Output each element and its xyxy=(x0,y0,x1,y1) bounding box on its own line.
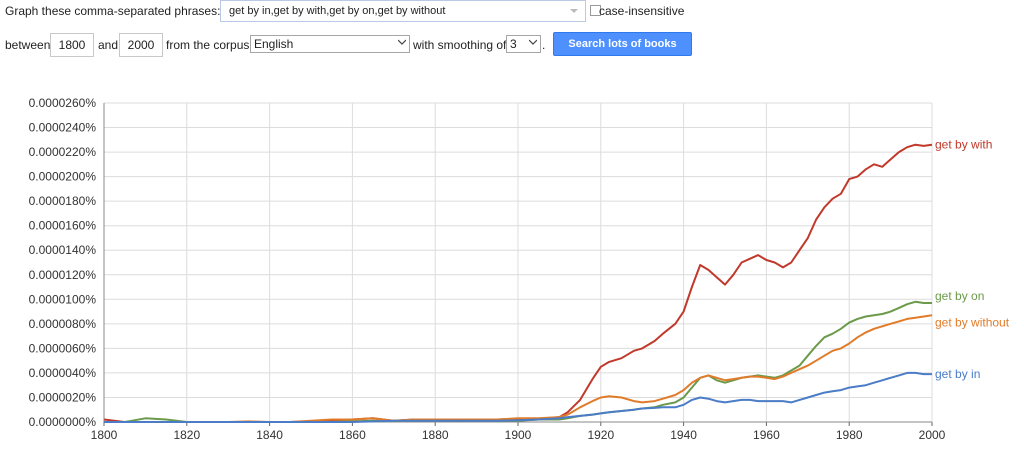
chart-axes: 0.0000000% 0.0000020% 0.0000040% 0.0000060%… xyxy=(29,96,946,442)
x-tick-label: 1940 xyxy=(670,428,697,442)
corpus-select-value: English xyxy=(254,37,294,51)
query-row: Graph these comma-separated phrases: get… xyxy=(5,0,1024,24)
search-books-button[interactable]: Search lots of books xyxy=(553,32,692,56)
graph-phrases-label: Graph these comma-separated phrases: xyxy=(5,4,221,18)
end-year-input[interactable]: 2000 xyxy=(119,33,163,57)
series-label-get-by-without: get by without xyxy=(935,315,1010,329)
y-tick-label: 0.0000020% xyxy=(29,390,97,404)
series-line-get-by-in xyxy=(104,371,932,423)
x-tick-label: 1840 xyxy=(256,428,283,442)
case-insensitive-label: case-insensitive xyxy=(599,4,685,18)
corpus-label: from the corpus xyxy=(166,38,250,52)
chart-series-labels: get by with get by on get by without get by… xyxy=(935,138,1010,381)
y-tick-label: 0.0000260% xyxy=(29,96,97,110)
x-tick-label: 1800 xyxy=(91,428,118,442)
corpus-select[interactable]: English xyxy=(250,35,410,53)
x-tick-label: 1860 xyxy=(339,428,366,442)
dropdown-arrow-icon[interactable] xyxy=(570,9,578,13)
y-tick-label: 0.0000080% xyxy=(29,317,97,331)
phrases-input-value: get by in,get by with,get by on,get by w… xyxy=(229,5,446,17)
case-insensitive-checkbox[interactable] xyxy=(590,5,601,16)
y-tick-label: 0.0000140% xyxy=(29,243,97,257)
y-tick-label: 0.0000120% xyxy=(29,268,97,282)
y-tick-label: 0.0000160% xyxy=(29,219,97,233)
x-tick-label: 1820 xyxy=(173,428,200,442)
x-tick-label: 1900 xyxy=(505,428,532,442)
x-tick-label: 1920 xyxy=(587,428,614,442)
start-year-input[interactable]: 1800 xyxy=(50,33,94,57)
y-tick-label: 0.0000060% xyxy=(29,341,97,355)
y-tick-label: 0.0000100% xyxy=(29,292,97,306)
x-tick-label: 1980 xyxy=(836,428,863,442)
smoothing-label: with smoothing of xyxy=(413,38,507,52)
series-label-get-by-with: get by with xyxy=(935,138,992,152)
chart-grid xyxy=(103,102,933,423)
chevron-down-icon xyxy=(529,39,537,45)
y-tick-label: 0.0000220% xyxy=(29,145,97,159)
y-tick-label: 0.0000200% xyxy=(29,170,97,184)
x-tick-label: 1880 xyxy=(422,428,449,442)
chevron-down-icon xyxy=(398,39,406,45)
series-line-get-by-without xyxy=(104,314,933,423)
series-label-get-by-in: get by in xyxy=(935,367,980,381)
between-label: between xyxy=(5,38,51,52)
y-tick-label: 0.0000180% xyxy=(29,194,97,208)
series-label-get-by-on: get by on xyxy=(935,289,984,303)
smoothing-select[interactable]: 3 xyxy=(506,35,541,53)
and-label: and xyxy=(98,38,119,52)
x-tick-label: 2000 xyxy=(919,428,946,442)
y-tick-label: 0.0000040% xyxy=(29,366,97,380)
y-tick-label: 0.0000240% xyxy=(29,121,97,135)
period-text: . xyxy=(542,38,546,52)
smoothing-select-value: 3 xyxy=(510,37,517,51)
x-tick-label: 1960 xyxy=(753,428,780,442)
y-tick-label: 0.0000000% xyxy=(29,415,97,429)
chart-lines xyxy=(103,143,933,423)
phrases-input[interactable]: get by in,get by with,get by on,get by w… xyxy=(220,0,586,22)
